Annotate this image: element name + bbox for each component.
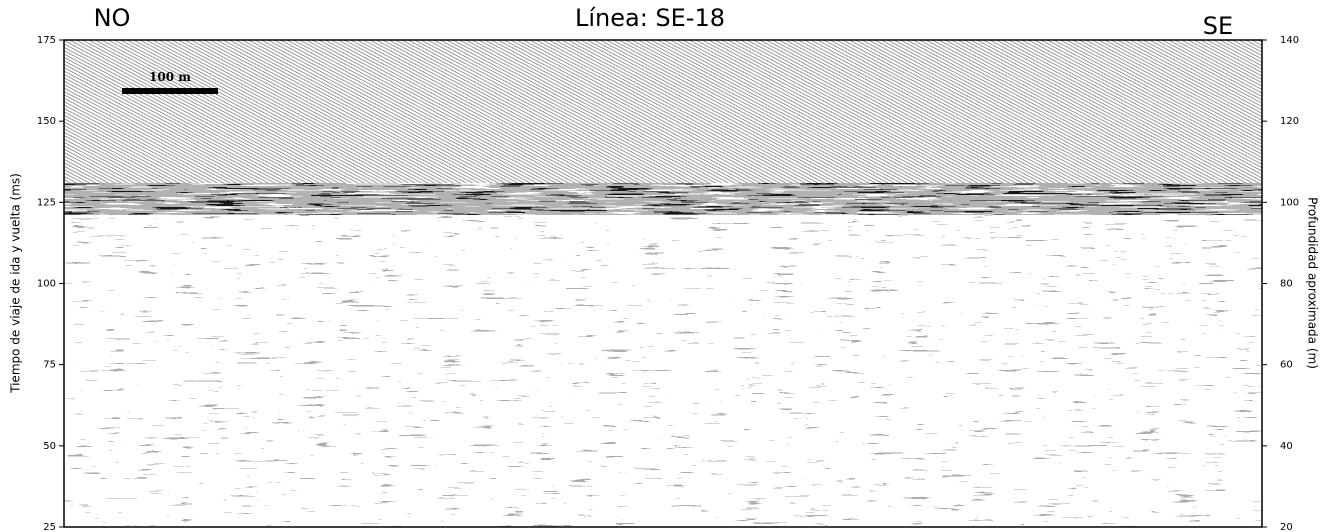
- y2-tick-label: 80: [1280, 279, 1293, 290]
- lower-texture: [64, 185, 1262, 527]
- y-tick-label: 100: [37, 279, 56, 290]
- scale-bar: [122, 88, 218, 94]
- right-annotation: SE: [1203, 12, 1233, 40]
- y-tick-label: 125: [37, 197, 56, 208]
- upper-texture: [64, 40, 1262, 185]
- scale-bar-label: 100 m: [149, 70, 191, 84]
- left-annotation: NO: [94, 4, 131, 32]
- y2-tick-label: 20: [1280, 522, 1293, 532]
- y-tick-label: 25: [43, 522, 56, 532]
- y2-tick-label: 120: [1280, 116, 1299, 127]
- y-tick-label: 50: [43, 441, 56, 452]
- y-axis-label: Tiempo de viaje de ida y vuelta (ms): [9, 173, 23, 394]
- y2-tick-label: 60: [1280, 360, 1293, 371]
- y2-tick-label: 100: [1280, 197, 1299, 208]
- chart-title: Línea: SE-18: [575, 4, 725, 32]
- y2-tick-label: 140: [1280, 35, 1299, 46]
- seismic-section: [63, 39, 1263, 528]
- y2-axis-label: Profundidad aproximada (m): [1306, 197, 1320, 369]
- y-tick-label: 150: [37, 116, 56, 127]
- y-tick-label: 75: [43, 360, 56, 371]
- y2-tick-label: 40: [1280, 441, 1293, 452]
- y-tick-label: 175: [37, 35, 56, 46]
- reflector-band: [64, 183, 1262, 215]
